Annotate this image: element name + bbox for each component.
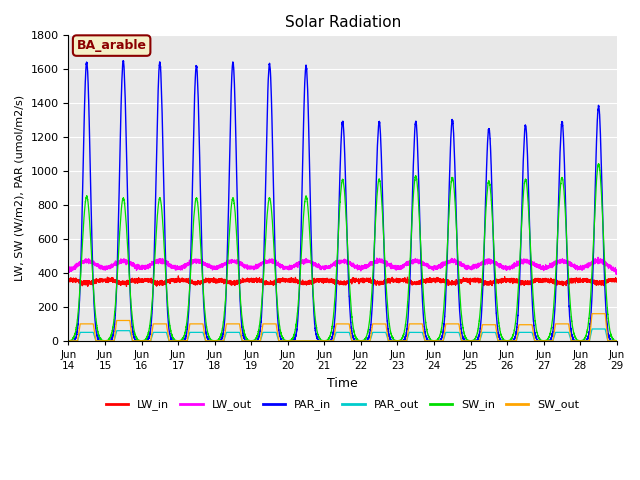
SW_out xyxy=(613,338,621,344)
SW_in xyxy=(465,337,473,343)
SW_out xyxy=(588,311,596,317)
LW_out xyxy=(65,268,72,274)
LW_out xyxy=(613,268,621,274)
LW_in xyxy=(251,277,259,283)
LW_in xyxy=(175,273,182,279)
PAR_out xyxy=(65,338,72,344)
LW_in xyxy=(481,282,489,288)
LW_in xyxy=(583,279,591,285)
LW_in xyxy=(65,277,72,283)
X-axis label: Time: Time xyxy=(327,377,358,390)
PAR_out xyxy=(613,338,621,344)
Title: Solar Radiation: Solar Radiation xyxy=(285,15,401,30)
Y-axis label: LW, SW (W/m2), PAR (umol/m2/s): LW, SW (W/m2), PAR (umol/m2/s) xyxy=(15,95,25,281)
SW_in xyxy=(613,338,621,344)
LW_out xyxy=(594,254,602,260)
LW_in xyxy=(123,284,131,289)
SW_in xyxy=(324,336,332,342)
PAR_in xyxy=(324,338,332,344)
Legend: LW_in, LW_out, PAR_in, PAR_out, SW_in, SW_out: LW_in, LW_out, PAR_in, PAR_out, SW_in, S… xyxy=(102,395,584,415)
PAR_out xyxy=(251,338,259,344)
Line: PAR_out: PAR_out xyxy=(68,329,617,341)
SW_in xyxy=(583,329,591,335)
LW_in xyxy=(590,277,598,283)
PAR_in xyxy=(590,237,598,243)
Line: LW_out: LW_out xyxy=(68,257,617,275)
SW_in xyxy=(65,338,72,344)
SW_out xyxy=(481,322,488,328)
SW_out xyxy=(583,338,591,344)
PAR_out xyxy=(590,326,598,332)
SW_out xyxy=(465,338,473,344)
LW_out xyxy=(590,261,598,267)
PAR_in xyxy=(583,336,591,342)
LW_out xyxy=(324,265,332,271)
LW_in xyxy=(324,277,332,283)
Line: PAR_in: PAR_in xyxy=(68,60,617,341)
PAR_out xyxy=(588,326,596,332)
PAR_out xyxy=(583,338,591,344)
SW_in xyxy=(251,337,259,343)
PAR_in xyxy=(65,338,72,344)
Line: SW_in: SW_in xyxy=(68,164,617,341)
PAR_in xyxy=(120,58,127,63)
SW_in xyxy=(590,232,598,238)
PAR_in xyxy=(613,338,621,344)
LW_out xyxy=(612,272,620,277)
LW_out xyxy=(481,260,488,266)
Line: LW_in: LW_in xyxy=(68,276,617,287)
Line: SW_out: SW_out xyxy=(68,314,617,341)
SW_out xyxy=(590,311,598,317)
LW_out xyxy=(251,266,259,272)
PAR_in xyxy=(465,338,473,344)
PAR_out xyxy=(465,338,473,344)
Text: BA_arable: BA_arable xyxy=(77,39,147,52)
SW_in xyxy=(481,229,488,235)
SW_out xyxy=(65,338,72,344)
LW_in xyxy=(466,276,474,282)
PAR_in xyxy=(481,223,489,229)
PAR_in xyxy=(251,338,259,344)
LW_out xyxy=(583,264,591,269)
SW_in xyxy=(595,161,602,167)
LW_out xyxy=(465,265,473,271)
PAR_out xyxy=(324,338,332,344)
PAR_out xyxy=(481,329,488,335)
SW_out xyxy=(251,338,259,344)
LW_in xyxy=(613,278,621,284)
SW_out xyxy=(324,338,332,344)
